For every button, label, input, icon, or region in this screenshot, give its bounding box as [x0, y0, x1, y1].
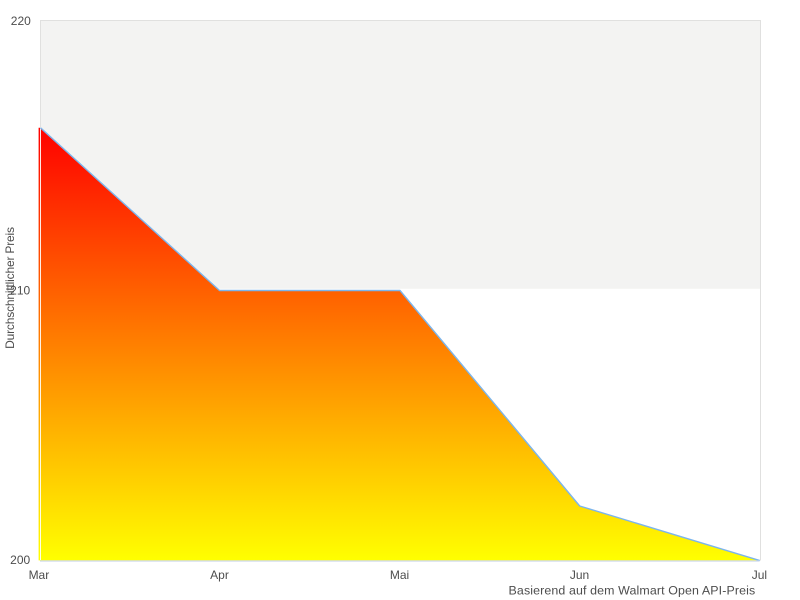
svg-text:Jun: Jun	[570, 568, 589, 582]
svg-text:210: 210	[10, 284, 30, 298]
svg-text:Apr: Apr	[210, 568, 229, 582]
svg-text:220: 220	[11, 14, 31, 28]
svg-text:Jul: Jul	[752, 568, 767, 582]
svg-text:Mar: Mar	[29, 568, 50, 582]
svg-text:200: 200	[10, 553, 30, 567]
svg-text:Basierend auf dem Walmart Open: Basierend auf dem Walmart Open API-Preis	[509, 584, 756, 598]
svg-text:Mai: Mai	[390, 568, 409, 582]
svg-text:Durchschnittlicher Preis: Durchschnittlicher Preis	[3, 227, 17, 349]
